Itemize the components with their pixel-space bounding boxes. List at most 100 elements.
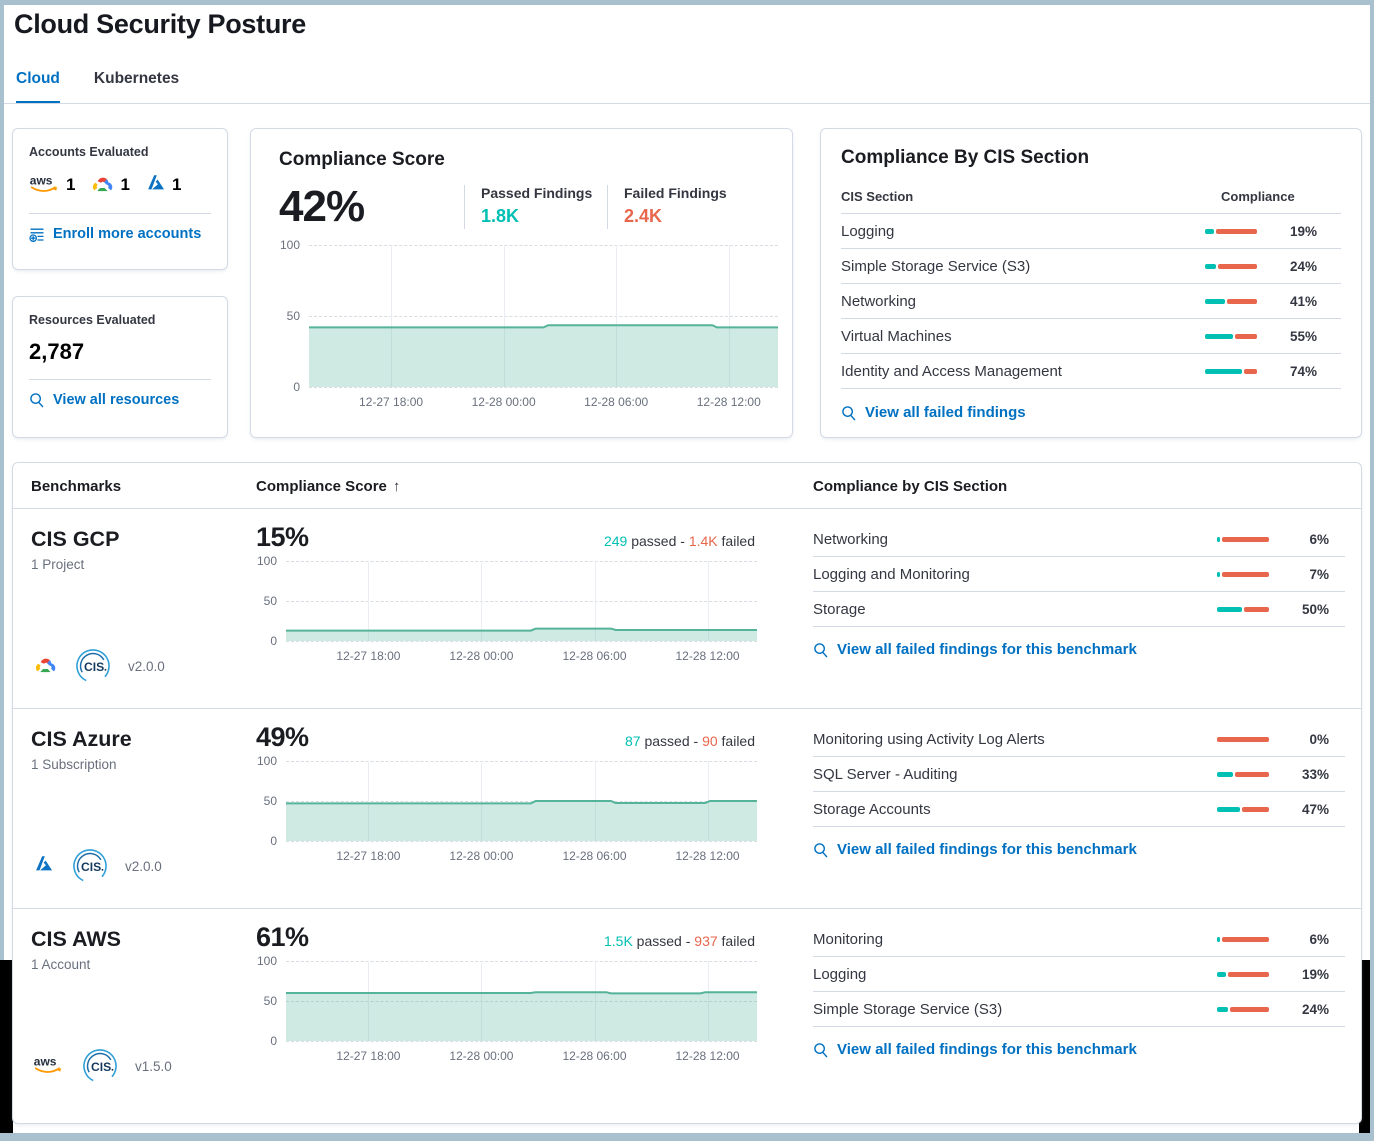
cis-section-row: Networking 41% <box>841 284 1341 319</box>
h-gridline <box>286 961 757 962</box>
view-tabs: Cloud Kubernetes <box>16 70 179 104</box>
window-border-left <box>0 0 4 1133</box>
aws-account-count: aws 1 <box>29 172 76 199</box>
cis-logo-icon: CIS <box>83 1049 117 1083</box>
plot-area <box>309 245 778 388</box>
view-all-failed-findings-link[interactable]: View all failed findings <box>841 404 1341 421</box>
failed-segment <box>1222 571 1269 577</box>
benchmark-version: v2.0.0 <box>125 858 162 874</box>
gcp-logo-icon <box>35 658 56 672</box>
compliance-bar <box>1217 736 1269 742</box>
y-axis-labels: 100 50 0 <box>256 754 277 848</box>
failed-segment <box>1230 1006 1269 1012</box>
aws-logo: aws <box>33 1053 65 1080</box>
benchmark-score: 61% <box>256 922 309 952</box>
window-border-right <box>1370 0 1374 1133</box>
failed-segment <box>1244 606 1269 612</box>
cis-section-row: Monitoring 6% <box>813 922 1345 957</box>
v-gridline <box>368 561 370 641</box>
compliance-score-column-header[interactable]: Compliance Score ↑ <box>256 478 401 495</box>
tab-cloud[interactable]: Cloud <box>16 70 60 104</box>
cloud-security-posture-page: Cloud Security Posture Cloud Kubernetes … <box>4 5 1370 1133</box>
compliance-bar <box>1217 936 1269 942</box>
benchmark-row-cis-aws: CIS AWS 1 Account aws CIS v1.5.0 <box>13 909 1361 1127</box>
azure-logo <box>33 853 55 880</box>
benchmark-row-cis-gcp: CIS GCP 1 Project CIS v2.0.0 <box>13 509 1361 709</box>
cis-logo-icon: CIS <box>73 849 107 883</box>
compliance-bar <box>1217 771 1269 777</box>
passed-segment <box>1217 806 1241 812</box>
benchmark-cis-sections: Monitoring using Activity Log Alerts 0% … <box>813 709 1345 908</box>
overall-compliance-score-trend <box>309 245 778 387</box>
overall-compliance-score: 42% <box>279 182 365 231</box>
gcp-account-count: 1 <box>90 173 130 198</box>
resources-evaluated-card: Resources Evaluated 2,787 View all resou… <box>12 296 228 438</box>
h-gridline <box>286 641 757 642</box>
window-border-top <box>0 0 1374 5</box>
tab-kubernetes[interactable]: Kubernetes <box>93 70 180 87</box>
cis-section-row: Logging and Monitoring 7% <box>813 557 1345 592</box>
search-icon <box>814 1042 828 1057</box>
passed-segment <box>1217 571 1220 577</box>
plot-area <box>286 561 757 642</box>
page-title: Cloud Security Posture <box>14 9 306 39</box>
v-gridline <box>728 245 730 387</box>
enroll-more-accounts-link[interactable]: Enroll more accounts <box>29 226 211 242</box>
aws-logo-icon: aws <box>34 1054 62 1073</box>
benchmarks-panel: Benchmarks Compliance Score ↑ Compliance … <box>12 462 1362 1124</box>
compliance-bar <box>1217 1006 1269 1012</box>
findings-stats: Passed Findings 1.8K Failed Findings 2.4… <box>464 185 750 229</box>
failed-segment <box>1227 298 1257 304</box>
passed-segment <box>1217 771 1234 777</box>
benchmark-row-cis-azure: CIS Azure 1 Subscription CIS v2.0.0 <box>13 709 1361 909</box>
cis-section-row: Networking 6% <box>813 522 1345 557</box>
failed-segment <box>1234 333 1257 339</box>
passed-segment <box>1217 606 1242 612</box>
v-gridline <box>616 245 618 387</box>
benchmark-info: CIS Azure 1 Subscription CIS v2.0.0 <box>31 709 256 908</box>
accounts-evaluated-title: Accounts Evaluated <box>29 145 149 159</box>
passed-findings-value: 1.8K <box>481 206 520 226</box>
h-gridline <box>286 1001 757 1002</box>
passed-segment <box>1217 536 1220 542</box>
passed-segment <box>1205 228 1214 234</box>
list-add-icon <box>29 228 44 242</box>
compliance-score-card: Compliance Score 42% Passed Findings 1.8… <box>250 128 793 438</box>
v-gridline <box>481 961 483 1041</box>
benchmark-logos: CIS v2.0.0 <box>33 847 162 885</box>
aws-count: 1 <box>66 175 76 194</box>
compliance-score-summary: 42% Passed Findings 1.8K Failed Findings… <box>279 185 778 229</box>
cis-section-row: Virtual Machines 55% <box>841 319 1341 354</box>
failed-segment <box>1218 263 1257 269</box>
desktop-background-left <box>0 960 13 1133</box>
benchmark-passed-failed: 249 passed - 1.4K failed <box>603 533 755 549</box>
aws-logo: aws <box>29 172 61 199</box>
benchmark-cis-sections: Monitoring 6% Logging 19% Simple Storage… <box>813 909 1345 1127</box>
y-axis-labels: 100 50 0 <box>256 954 277 1048</box>
svg-text:aws: aws <box>34 1054 57 1068</box>
azure-count: 1 <box>171 175 182 194</box>
gcp-logo <box>90 173 115 198</box>
svg-text:CIS: CIS <box>84 660 104 674</box>
failed-segment <box>1215 228 1257 234</box>
passed-segment <box>1205 298 1226 304</box>
tabs-divider <box>4 103 1370 104</box>
view-failed-findings-benchmark-link[interactable]: View all failed findings for this benchm… <box>813 841 1345 858</box>
view-failed-findings-benchmark-link[interactable]: View all failed findings for this benchm… <box>813 641 1345 658</box>
v-gridline <box>481 561 483 641</box>
cis-section-row: Simple Storage Service (S3) 24% <box>813 992 1345 1027</box>
benchmark-score-cell: 15% 249 passed - 1.4K failed 100 50 0 12-27… <box>256 509 813 708</box>
benchmark-scope: 1 Subscription <box>31 757 117 772</box>
cis-section-row: Logging 19% <box>813 957 1345 992</box>
card-divider <box>29 213 211 214</box>
h-gridline <box>286 801 757 802</box>
v-gridline <box>368 961 370 1041</box>
v-gridline <box>594 961 596 1041</box>
plot-area <box>286 761 757 842</box>
h-gridline <box>309 316 778 317</box>
view-all-resources-link[interactable]: View all resources <box>29 392 211 408</box>
search-icon <box>814 842 828 857</box>
view-failed-findings-benchmark-link[interactable]: View all failed findings for this benchm… <box>813 1041 1345 1058</box>
compliance-bar <box>1205 298 1257 304</box>
